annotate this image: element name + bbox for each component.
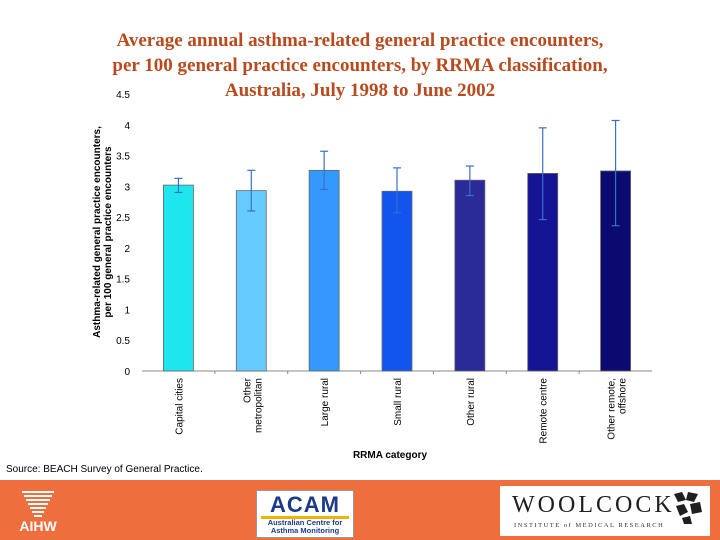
bar <box>454 179 486 372</box>
x-axis-label: RRMA category <box>353 450 428 461</box>
acam-logo-stripe <box>261 516 349 519</box>
chart-title: Average annual asthma-related general pr… <box>60 28 660 103</box>
x-tick-label: Capital cities <box>174 378 185 435</box>
aihw-logo-text: AIHW <box>19 518 57 534</box>
y-axis-label-line: Asthma-related general practice encounte… <box>92 126 103 338</box>
acam-logo-subtitle: Australian Centre for Asthma Monitoring <box>257 519 353 535</box>
x-tick-label-line: Other rural <box>466 378 477 426</box>
y-axis-label: Asthma-related general practice encounte… <box>92 126 114 338</box>
y-tick-label: 0.5 <box>116 336 130 347</box>
chart-title-line-3: Australia, July 1998 to June 2002 <box>224 80 496 101</box>
acam-logo: ACAM Australian Centre for Asthma Monito… <box>256 490 354 538</box>
y-tick-label: 1.5 <box>116 275 130 286</box>
y-tick-label: 3 <box>124 182 130 193</box>
x-tick-label: Othermetropolitan <box>242 377 264 433</box>
chart-title-line-1: Average annual asthma-related general pr… <box>116 30 604 51</box>
y-tick-label: 4.5 <box>116 90 130 101</box>
y-tick-label: 4 <box>124 121 130 132</box>
source-note: Source: BEACH Survey of General Practice… <box>6 464 203 475</box>
aihw-logo-icon <box>22 491 54 517</box>
y-tick-label: 3.5 <box>116 152 130 163</box>
bar <box>308 169 340 372</box>
x-tick-label-line: Large rural <box>320 378 331 426</box>
x-tick-label-line: Remote centre <box>539 378 550 444</box>
chart-title-line-2: per 100 general practice encounters, by … <box>112 55 608 76</box>
acam-logo-text: ACAM <box>270 492 340 517</box>
acam-subtitle-line-1: Australian Centre for <box>267 518 343 527</box>
x-tick-label: Remote centre <box>539 378 550 444</box>
y-tick-label: 0 <box>124 367 130 378</box>
x-tick-label-line: Small rural <box>393 378 404 426</box>
x-tick-label-line: Other remote, <box>607 378 618 440</box>
x-tick-label-line: offshore <box>618 378 629 414</box>
x-tick-label-line: metropolitan <box>253 378 264 433</box>
footer-banner: AIHW ACAM Australian Centre for Asthma M… <box>0 480 720 540</box>
woolcock-logo-subtitle: INSTITUTE of MEDICAL RESEARCH <box>514 522 665 529</box>
x-tick-label: Large rural <box>320 378 331 426</box>
bar <box>235 190 267 372</box>
bar-chart: 0 0.5 1 1.5 2 2.5 3 3.5 4 4.5 Asthma-related gener… <box>92 90 652 461</box>
y-tick-label: 2 <box>124 244 130 255</box>
woolcock-lung-icon <box>674 492 702 524</box>
x-tick-label: Small rural <box>393 378 404 426</box>
bar <box>163 184 194 372</box>
acam-subtitle-line-2: Asthma Monitoring <box>270 526 340 535</box>
y-tick-label: 2.5 <box>116 213 130 224</box>
x-tick-label: Other remote,offshore <box>607 378 629 440</box>
x-tick-label-line: Capital cities <box>174 378 185 435</box>
x-tick-label-line: Other <box>242 377 253 403</box>
y-tick-label: 1 <box>124 305 130 316</box>
woolcock-logo: WOOLCOCK INSTITUTE of MEDICAL RESEARCH <box>500 486 710 536</box>
x-tick-label: Other rural <box>466 378 477 426</box>
bar <box>381 190 413 372</box>
y-axis-label-line: per 100 general practice encounters <box>103 146 114 318</box>
woolcock-logo-text: WOOLCOCK <box>512 492 675 518</box>
